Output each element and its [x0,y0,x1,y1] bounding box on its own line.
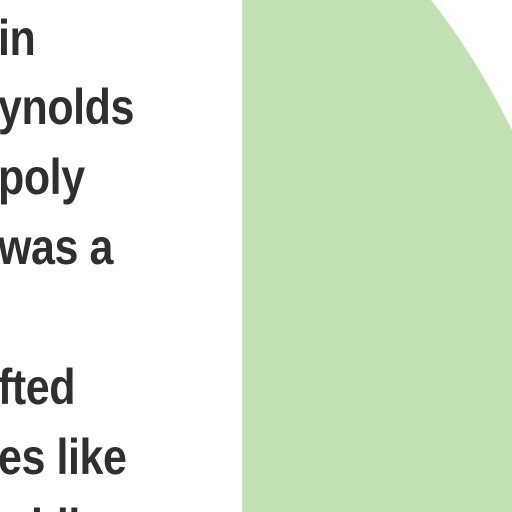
article-text-fragment: in ynolds poly was a fted es like while [0,0,242,512]
text-line: es like [0,429,127,485]
green-shape-graphic [242,0,512,512]
text-line: poly [0,149,85,205]
green-shape [242,0,512,512]
text-line: ynolds [0,79,135,135]
text-line: was a [0,219,113,275]
text-line: in [0,10,36,66]
text-line: fted [0,359,76,415]
text-line: while [0,502,104,512]
